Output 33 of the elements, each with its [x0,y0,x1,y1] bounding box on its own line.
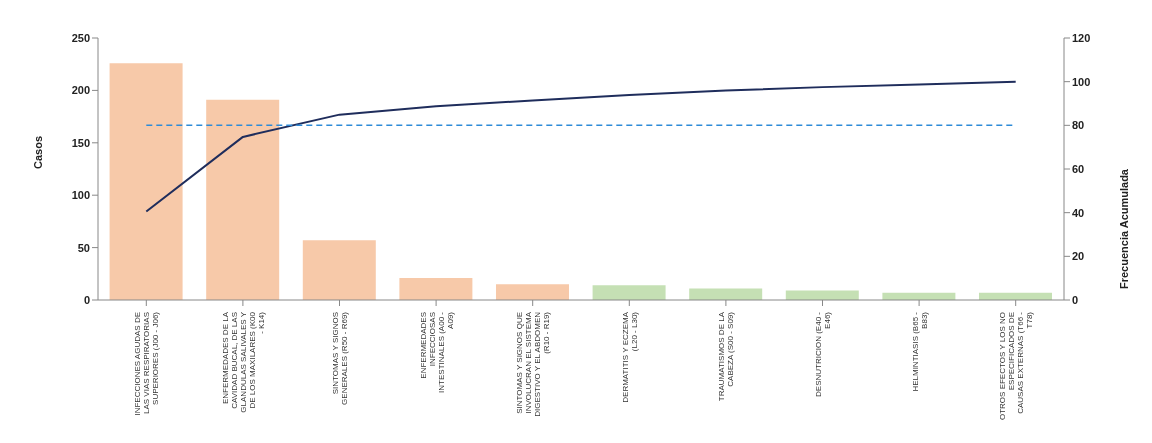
y-axis-title: Casos [31,135,44,169]
x-tick-label: SINTOMAS Y SIGNOS GENERALES (R50 - R69) [331,311,349,405]
y-tick-label: 50 [77,241,90,254]
x-tick-label: INFECCIONES AGUDAS DE LAS VIAS RESPIRATORIAS SUPERIORES (J00 - J06) [133,311,161,416]
bar [302,240,376,300]
y-tick-label: 100 [71,189,90,202]
y2-axis-title: Frecuencia Acumulada [1117,168,1130,290]
x-tick-label: SINTOMAS Y SIGNOS QUE INVOLUCRAN EL SISTEMA DIGESTIVO Y EL ABDOMEN (R10 - R19) [515,311,552,417]
x-tick-label: HELMINTIASIS (B65 - B83) [910,311,929,392]
bar [399,277,473,300]
y2-tick-label: 120 [1072,31,1091,44]
y2-tick-label: 100 [1072,75,1091,88]
x-tick-label: OTROS EFECTOS Y LOS NO ESPECIFICADOS DE CAUSAS EXTERNAS (T66 - T78) [998,311,1035,421]
y-tick-label: 150 [71,136,90,149]
bar [495,284,569,300]
y2-tick-label: 60 [1072,162,1085,175]
bar [206,99,280,300]
y2-tick-label: 0 [1072,293,1079,306]
y-tick-label: 0 [83,293,90,306]
x-tick-label: ENFERMEDADES DE LA CAVIDAD BUCAL, DE LAS GLANDULAS SALIVALES Y DE LOS MAXILARES (K00 - K14) [220,311,266,413]
bar [592,285,666,300]
x-tick-label: DESNUTRICION (E40 - E46) [814,311,832,397]
line-series [145,80,1017,213]
x-tick-label: ENFERMEDADES INFECCIOSAS INTESTINALES (A00 - A09) [418,311,455,393]
x-tick-label: DERMATITIS Y ECZEMA (L20 - L30) [620,311,639,403]
y-tick-label: 200 [71,84,90,97]
y-tick-label: 250 [71,31,90,44]
x-tick-label: TRAUMATISMOS DE LA CABEZA (S00 - S09) [717,311,736,402]
y2-tick-label: 20 [1072,250,1085,263]
y2-tick-label: 80 [1072,119,1085,132]
y2-tick-label: 40 [1072,206,1085,219]
bar [109,63,183,300]
bar [689,288,763,300]
